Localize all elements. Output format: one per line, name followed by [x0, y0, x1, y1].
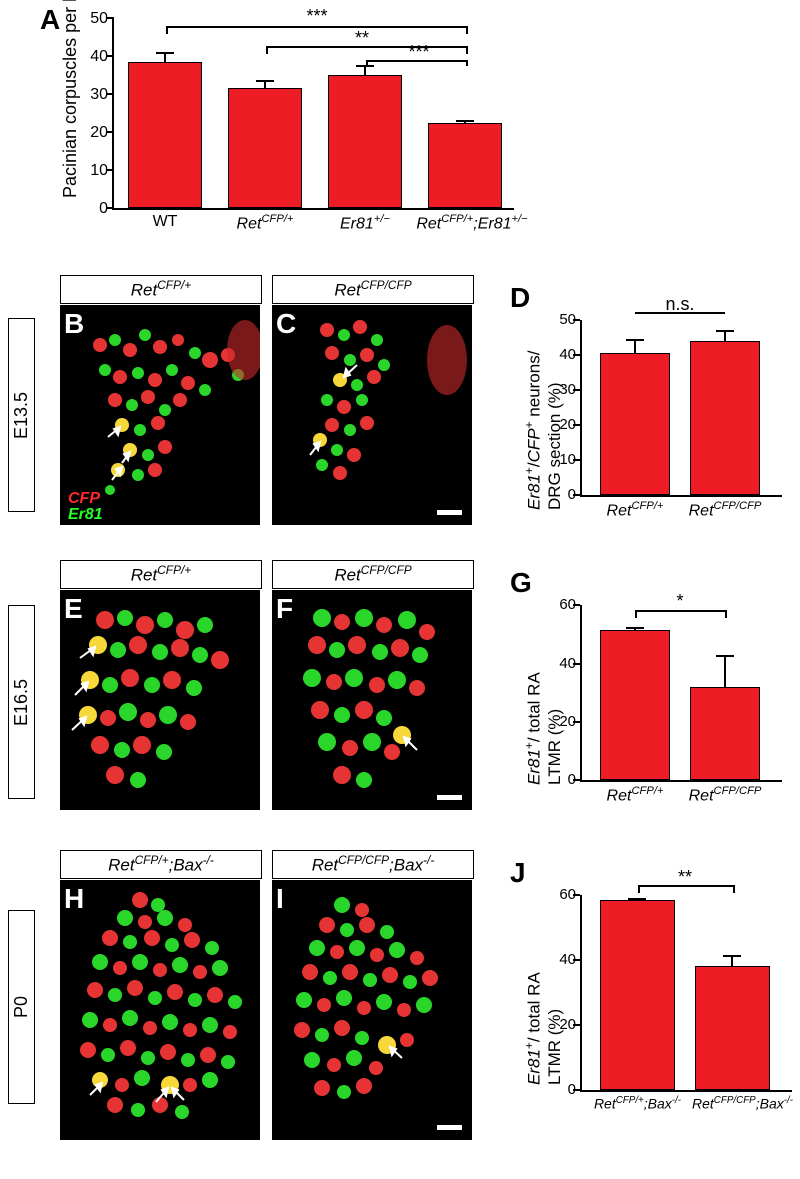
stage-label-p0: P0 [8, 910, 35, 1104]
chart-g: Er81+/ total RALTMR (%) 0 20 40 60 RetCF… [510, 585, 790, 815]
chart-g-sig: * [670, 591, 690, 612]
sig-label-0: *** [292, 6, 342, 27]
svg-text:Er81: Er81 [68, 506, 103, 523]
genotype-e: RetCFP/+ [60, 560, 262, 589]
micrograph-h [60, 880, 260, 1140]
micrograph-e [60, 590, 260, 810]
panel-letter-c: C [276, 308, 296, 340]
chart-g-bar-0 [600, 630, 670, 780]
chart-a-bar-0 [128, 62, 202, 208]
micrograph-c [272, 305, 472, 525]
chart-a-ylabel: Pacinian corpuscles per leg [60, 0, 81, 198]
panel-letter-f: F [276, 593, 293, 625]
genotype-h: RetCFP/+;Bax-/- [60, 850, 262, 879]
stage-label-e13: E13.5 [8, 318, 35, 512]
genotype-b: RetCFP/+ [60, 275, 262, 304]
chart-d-bar-0 [600, 353, 670, 495]
chart-a-bar-2 [328, 75, 402, 208]
chart-j: Er81+/ total RALTMR (%) 0 20 40 60 RetCF… [510, 875, 800, 1135]
genotype-c: RetCFP/CFP [272, 275, 474, 304]
chart-j-bar-0 [600, 900, 675, 1090]
chart-j-bar-1 [695, 966, 770, 1090]
chart-a: Pacinian corpuscles per leg 0 10 20 30 4… [42, 8, 522, 253]
micrograph-f [272, 590, 472, 810]
chart-a-xlab-0: WT [112, 213, 218, 231]
panel-letter-b: B [64, 308, 84, 340]
chart-d-sig: n.s. [660, 294, 700, 315]
sig-label-2: *** [394, 42, 444, 63]
micrograph-b: CFP Er81 [60, 305, 260, 525]
chart-j-sig: ** [670, 867, 700, 888]
chart-d: Er81+/CFP+ neurons/DRG section (%) 0 10 … [510, 300, 790, 530]
sig-label-1: ** [342, 28, 382, 49]
chart-a-bar-1 [228, 88, 302, 208]
genotype-i: RetCFP/CFP;Bax-/- [272, 850, 474, 879]
chart-g-bar-1 [690, 687, 760, 780]
figure-root: A Pacinian corpuscles per leg 0 10 20 30… [0, 0, 800, 1179]
chart-a-xlab-1: RetCFP/+ [212, 213, 318, 233]
stage-label-e16: E16.5 [8, 605, 35, 799]
chart-a-xlab-3: RetCFP/+;Er81+/− [402, 213, 542, 233]
panel-letter-i: I [276, 883, 284, 915]
scalebar-c [437, 510, 462, 515]
panel-letter-e: E [64, 593, 83, 625]
micrograph-i [272, 880, 472, 1140]
genotype-f: RetCFP/CFP [272, 560, 474, 589]
panel-letter-h: H [64, 883, 84, 915]
chart-d-bar-1 [690, 341, 760, 495]
chart-a-bar-3 [428, 123, 502, 208]
svg-text:CFP: CFP [68, 490, 100, 507]
